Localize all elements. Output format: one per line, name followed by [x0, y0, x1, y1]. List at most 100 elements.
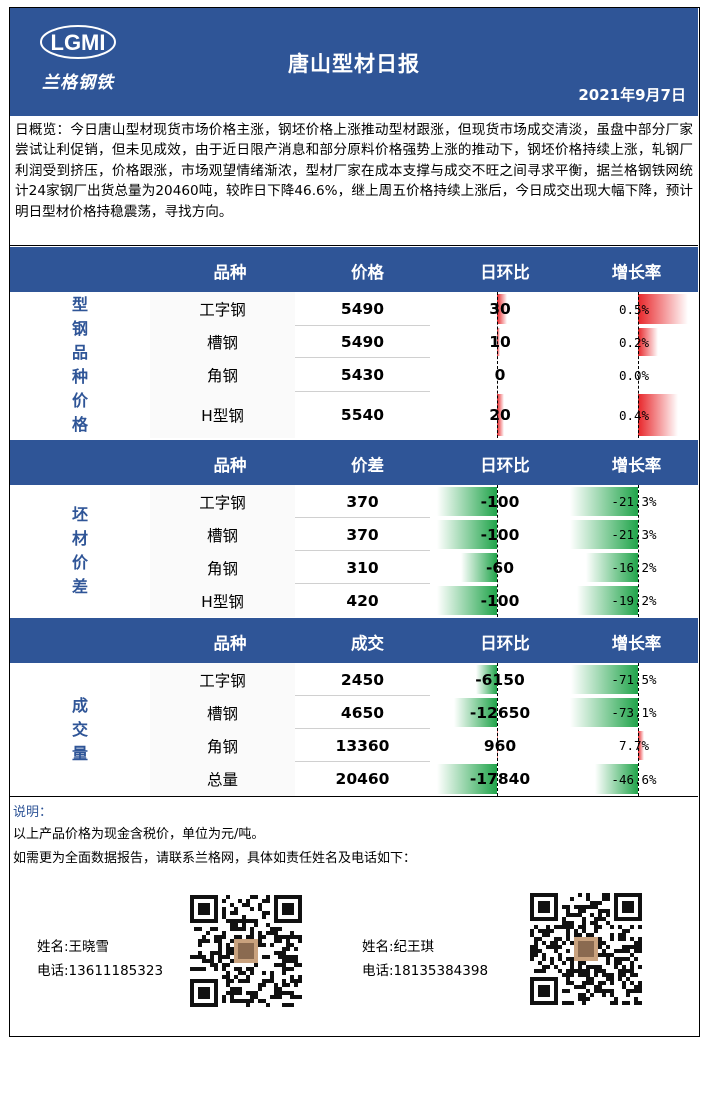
- growth-rate-bar: [571, 665, 638, 694]
- daily-change-value: 10: [489, 333, 511, 351]
- column-header: 增长率: [611, 263, 662, 282]
- row-divider: [295, 550, 430, 551]
- daily-change-bar: [437, 520, 497, 549]
- growth-rate-bar: [638, 294, 688, 324]
- rate-zero-axis: [638, 292, 639, 438]
- column-header: 价差: [351, 456, 384, 475]
- section-price-header: 品种 价格 日环比 增长率: [10, 247, 698, 292]
- report-frame: LGMI 兰格钢铁 唐山型材日报 2021年9月7日 日概览：今日唐山型材现货市…: [9, 7, 700, 1037]
- growth-rate-cell: -21.3%: [570, 485, 698, 518]
- growth-rate-cell: 7.7%: [570, 729, 698, 762]
- notes-line-price-unit: 以上产品价格为现金含税价，单位为元/吨。: [13, 827, 265, 842]
- growth-rate-bar: [638, 731, 644, 760]
- growth-rate-bar: [570, 520, 638, 549]
- contact-2-phone: 电话:18135384398: [362, 963, 489, 979]
- daily-change-value: -60: [485, 558, 514, 577]
- daily-change-cell: 10: [430, 326, 570, 358]
- growth-rate-value: -46.6%: [611, 771, 657, 787]
- growth-rate-bar: [570, 487, 638, 516]
- table-row: 角钢 13360 960 7.7%: [150, 729, 698, 762]
- row-divider: [295, 583, 430, 584]
- product-value: 420: [346, 591, 379, 610]
- contact-1-name: 姓名:王晓雪: [37, 939, 110, 955]
- growth-rate-bar: [638, 394, 678, 436]
- growth-rate-value: 0.0%: [618, 367, 650, 383]
- report-header: LGMI 兰格钢铁 唐山型材日报 2021年9月7日: [10, 8, 698, 116]
- daily-change-value: 30: [489, 300, 511, 318]
- product-value: 2450: [340, 670, 385, 689]
- rate-zero-axis: [638, 663, 639, 796]
- growth-rate-cell: 0.5%: [570, 292, 698, 326]
- contact-1-phone: 电话:13611185323: [37, 963, 164, 979]
- growth-rate-value: -19.2%: [611, 593, 657, 608]
- contact-1-qr-code-icon[interactable]: [190, 895, 302, 1007]
- section-spread-side-label: 坯材价差: [10, 485, 150, 617]
- contact-2-qr-code-icon[interactable]: [530, 893, 642, 1005]
- growth-rate-bar: [570, 698, 638, 727]
- row-divider: [295, 357, 430, 358]
- column-header: 品种: [213, 263, 247, 282]
- section-price-side-label: 型钢品种价格: [10, 292, 150, 438]
- table-row: 角钢 310 -60 -16.2%: [150, 551, 698, 584]
- side-label-char: 价: [71, 391, 88, 410]
- daily-change-bar: [461, 553, 497, 582]
- column-header: 增长率: [611, 634, 662, 653]
- daily-change-value: -12650: [469, 703, 531, 722]
- growth-rate-value: 0.4%: [618, 407, 650, 423]
- side-label-char: 交: [71, 719, 88, 739]
- section-spread-body: 坯材价差工字钢 370 -100 -21.3% 槽钢 370 -100 -21.3% 角钢 310…: [10, 485, 698, 617]
- logo-caption: 兰格钢铁: [42, 73, 114, 93]
- side-label-char: 型: [71, 295, 88, 314]
- side-label-char: 品: [71, 343, 88, 362]
- growth-rate-value: -21.3%: [611, 494, 657, 509]
- product-value: 20460: [335, 770, 390, 788]
- product-value: 370: [346, 492, 379, 511]
- product-value: 370: [346, 525, 379, 544]
- growth-rate-value: 0.2%: [618, 334, 650, 350]
- notes-title: 说明：: [13, 805, 53, 820]
- row-divider: [295, 761, 430, 762]
- product-value: 5430: [340, 366, 385, 384]
- daily-change-value: 0: [494, 366, 506, 384]
- column-header: 品种: [213, 634, 247, 653]
- daily-change-bar: [454, 698, 497, 727]
- contact-1: 姓名:王晓雪 电话:13611185323: [37, 935, 163, 983]
- growth-rate-value: -16.2%: [611, 560, 657, 575]
- growth-rate-value: 7.7%: [618, 738, 650, 753]
- growth-rate-value: -21.3%: [611, 527, 657, 542]
- daily-change-cell: -100: [430, 485, 570, 518]
- contact-2-name: 姓名:纪王琪: [362, 939, 435, 955]
- section-volume-side-label: 成交量: [10, 663, 150, 796]
- column-header: 价格: [351, 263, 384, 282]
- side-label-char: 种: [71, 367, 88, 386]
- daily-change-bar: [497, 394, 504, 436]
- section-volume-body: 成交量工字钢 2450 -6150 -71.5% 槽钢 4650 -12650 -73.1% 角…: [10, 663, 698, 796]
- daily-change-value: -100: [480, 591, 520, 610]
- table-row: 槽钢 370 -100 -21.3%: [150, 518, 698, 551]
- change-zero-axis: [497, 485, 498, 617]
- daily-summary: 日概览：今日唐山型材现货市场价格主涨，钢坯价格上涨推动型材跟涨，但现货市场成交清…: [10, 118, 698, 246]
- growth-rate-bar: [638, 328, 658, 356]
- lgmi-logo: LGMI 兰格钢铁: [38, 22, 118, 102]
- section-volume-header: 品种 成交 日环比 增长率: [10, 618, 698, 663]
- side-label-char: 差: [71, 577, 88, 596]
- section-price: 品种 价格 日环比 增长率型钢品种价格工字钢 5490 30 0.5% 槽钢 5490 10 0.2…: [10, 247, 698, 438]
- product-value: 5490: [340, 333, 385, 351]
- daily-change-cell: -17840: [430, 762, 570, 796]
- growth-rate-cell: -21.3%: [570, 518, 698, 551]
- product-name: 角钢: [150, 551, 295, 584]
- side-label-char: 坯: [71, 505, 88, 524]
- daily-change-value: -100: [480, 525, 520, 544]
- row-divider: [295, 695, 430, 696]
- column-header: 成交: [351, 634, 384, 653]
- column-header: 日环比: [480, 263, 530, 282]
- daily-change-cell: 960: [430, 729, 570, 762]
- column-header: 品种: [213, 456, 247, 475]
- daily-change-bar: [437, 487, 497, 516]
- column-header: 日环比: [480, 456, 530, 475]
- logo-mark-icon: LGMI: [40, 25, 116, 59]
- side-label-char: 量: [71, 743, 88, 763]
- logo-letters: LGMI: [51, 30, 106, 55]
- daily-change-value: 960: [483, 736, 517, 755]
- product-name: 工字钢: [150, 485, 295, 518]
